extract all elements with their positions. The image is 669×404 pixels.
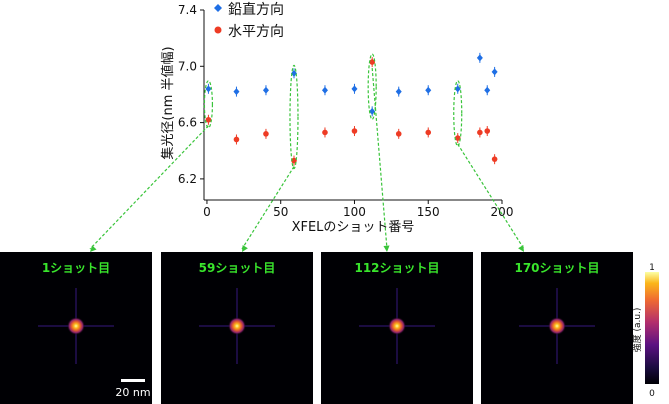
panel-title: 170ショット目 (514, 261, 599, 275)
data-point-vertical (262, 86, 269, 94)
error-bars (207, 52, 496, 166)
colorbar-gradient (645, 272, 659, 384)
colorbar-tick-min: 0 (649, 389, 655, 399)
data-point-vertical (425, 86, 432, 94)
annotation-arrowhead (242, 245, 248, 252)
beam-spot (228, 317, 246, 335)
data-point-vertical (476, 54, 483, 62)
annotation-arrowhead (518, 245, 524, 252)
panel-title: 59ショット目 (199, 261, 276, 275)
y-tick-label: 7.0 (178, 59, 197, 73)
annotation-line (371, 68, 388, 250)
data-point-horizontal (205, 116, 212, 123)
annotation-arrowhead (383, 245, 390, 252)
x-tick-label: 200 (491, 205, 514, 219)
data-point-horizontal (425, 129, 432, 136)
data-point-vertical (484, 86, 491, 94)
annotation-line (457, 143, 525, 250)
colorbar-tick-max: 1 (649, 263, 655, 273)
annotation-arrowhead (90, 245, 97, 252)
data-point-horizontal (395, 131, 402, 137)
legend-label-vertical: 鉛直方向 (228, 1, 284, 18)
panel-2: 59ショット目 (161, 252, 313, 404)
data-point-vertical (491, 68, 498, 76)
x-axis-title: XFELのショット番号 (292, 220, 415, 235)
beam-profile-panels: 1ショット目 20 nm 59ショット目 112ショット目 170ショット目 (0, 252, 633, 404)
panel-4: 170ショット目 (481, 252, 633, 404)
y-tick-label: 7.4 (178, 3, 197, 17)
data-point-horizontal (484, 128, 491, 134)
beam-spot (67, 317, 85, 335)
highlight-ellipse (453, 80, 463, 147)
data-point-vertical (351, 85, 358, 93)
legend: 鉛直方向 水平方向 (214, 1, 284, 40)
data-point-vertical (454, 85, 461, 93)
data-point-horizontal (454, 135, 461, 141)
x-tick-label: 50 (273, 205, 288, 219)
annotation-line (241, 166, 295, 250)
data-points (205, 54, 498, 164)
colorbar-label: 強度 (a.u.) (631, 308, 643, 353)
scale-bar (121, 379, 145, 382)
highlight-ellipse (289, 64, 299, 170)
y-ticks: 6.2 6.6 7.0 7.4 (178, 3, 204, 186)
data-point-vertical (233, 88, 240, 96)
data-point-vertical (395, 88, 402, 96)
y-axis-title: 集光径(nm 半値幅) (160, 46, 176, 159)
panel-1: 1ショット目 20 nm (0, 252, 152, 404)
x-tick-label: 0 (203, 205, 211, 219)
legend-marker-vertical (214, 4, 222, 12)
data-point-horizontal (369, 59, 375, 65)
data-point-horizontal (322, 129, 328, 136)
data-point-vertical (205, 85, 212, 93)
legend-label-horizontal: 水平方向 (228, 24, 284, 40)
y-tick-label: 6.6 (178, 116, 197, 130)
data-point-horizontal (233, 136, 240, 143)
annotation-line (89, 125, 209, 250)
data-point-horizontal (291, 157, 297, 164)
highlight-ellipse (367, 53, 377, 120)
beam-spot (548, 317, 566, 335)
scatter-plot: 集光径(nm 半値幅) XFELのショット番号 6.2 6.6 7.0 7.4 0 50… (160, 1, 513, 235)
panel-title: 112ショット目 (354, 261, 439, 275)
y-tick-label: 6.2 (178, 172, 197, 186)
x-ticks: 0 50 100 150 200 (203, 200, 513, 219)
panel-3: 112ショット目 (321, 252, 473, 404)
x-tick-label: 100 (343, 205, 366, 219)
data-point-horizontal (351, 128, 358, 134)
legend-marker-horizontal (214, 26, 222, 34)
x-tick-label: 150 (417, 205, 440, 219)
data-point-horizontal (491, 156, 498, 162)
scale-bar-label: 20 nm (115, 386, 150, 399)
data-point-vertical (290, 69, 297, 77)
colorbar: 1 0 強度 (a.u.) (631, 263, 659, 399)
data-point-horizontal (263, 131, 269, 137)
highlight-ellipse (203, 80, 214, 129)
data-point-vertical (369, 107, 376, 115)
beam-spot (388, 317, 406, 335)
annotation-arrows (89, 53, 525, 252)
panel-title: 1ショット目 (42, 261, 110, 275)
data-point-vertical (321, 86, 328, 94)
data-point-horizontal (477, 129, 483, 136)
